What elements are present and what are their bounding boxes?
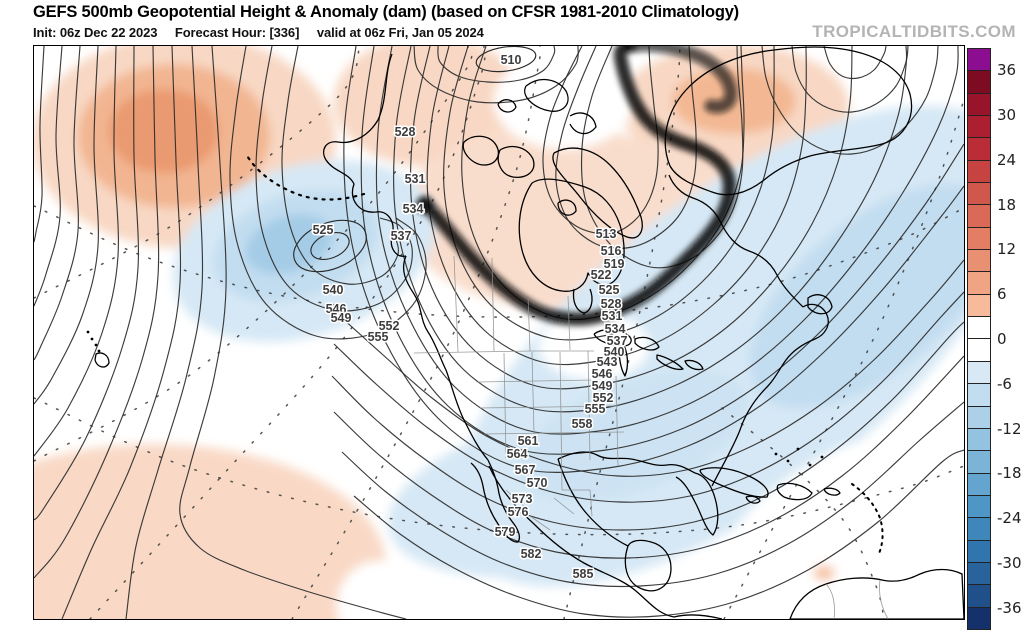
contour-label: 573 [512, 492, 533, 506]
contour-label: 537 [391, 229, 412, 243]
weather-map: 5105285315345375255405465495525555135165… [34, 46, 964, 619]
colorbar-cell [968, 93, 990, 117]
contour-label: 567 [515, 463, 536, 477]
coastlines-and-borders [86, 46, 964, 619]
contour-label: 540 [323, 283, 344, 297]
contour-label: 534 [605, 322, 626, 336]
watermark-logo: TROPICALTIDBITS.COM [812, 22, 1016, 41]
colorbar-tick: -18 [997, 464, 1022, 483]
colorbar-tick: 0 [997, 330, 1007, 348]
contour-label: 519 [604, 257, 625, 271]
contour-label: 525 [599, 283, 620, 297]
contour-label: 531 [405, 172, 426, 186]
contour-label: 552 [379, 319, 400, 333]
colorbar-cell [968, 294, 990, 318]
trough-axis-band [416, 46, 738, 327]
chart-title: GEFS 500mb Geopotential Height & Anomaly… [33, 3, 739, 21]
colorbar-tick: 24 [997, 150, 1017, 169]
colorbar-tick: 12 [997, 240, 1017, 259]
contour-label: 537 [607, 334, 628, 348]
colorbar-cell [968, 451, 990, 474]
contour-label: 540 [604, 345, 625, 359]
contour-label: 555 [585, 402, 606, 416]
colorbar-tick: 36 [997, 61, 1017, 80]
colorbar-cell [968, 317, 990, 340]
contour-label: 522 [591, 268, 612, 282]
contour-label: 555 [368, 330, 389, 344]
contour-value-labels: 5105285315345375255405465495525555135165… [311, 52, 629, 583]
colorbar-cell [968, 272, 990, 295]
height-contour-lines [34, 46, 964, 619]
colorbar-tick: -30 [997, 553, 1022, 572]
colorbar-tick: -24 [997, 509, 1022, 528]
colorbar-cell [968, 473, 990, 496]
chart-subtitle: Init: 06z Dec 22 2023 Forecast Hour: [33… [33, 25, 498, 40]
colorbar-cell [968, 540, 990, 563]
colorbar-cell [968, 361, 990, 385]
contour-label: 516 [601, 244, 622, 258]
colorbar-cell [968, 49, 990, 72]
contour-label: 546 [592, 367, 613, 381]
contour-label: 558 [572, 417, 593, 431]
colorbar-tick: 30 [997, 106, 1017, 125]
contour-label: 561 [518, 434, 539, 448]
contour-label: 570 [527, 476, 548, 490]
contour-label: 549 [331, 311, 352, 325]
colorbar-cell [968, 138, 990, 161]
contour-label: 579 [495, 525, 516, 539]
contour-label: 528 [601, 297, 622, 311]
colorbar-cell [968, 160, 990, 184]
colorbar-cell [968, 562, 990, 586]
colorbar-cell [968, 116, 990, 139]
colorbar-tick: -6 [997, 374, 1012, 393]
colorbar-cell [968, 428, 990, 452]
contour-label: 585 [573, 567, 594, 581]
colorbar-tick: -36 [997, 598, 1022, 617]
colorbar-cell [968, 250, 990, 273]
colorbar-cell [968, 406, 990, 429]
contour-label: 513 [596, 227, 617, 241]
contour-label: 543 [597, 355, 618, 369]
colorbar-cell [968, 384, 990, 407]
anomaly-colorbar [967, 48, 991, 630]
contour-label: 510 [501, 53, 522, 67]
contour-label: 564 [507, 447, 528, 461]
contour-label: 531 [602, 309, 623, 323]
valid-time: valid at 06z Fri, Jan 05 2024 [316, 25, 484, 40]
colorbar-cell [968, 339, 990, 362]
init-time: Init: 06z Dec 22 2023 [33, 25, 158, 40]
colorbar-cell [968, 607, 990, 629]
contour-label: 576 [508, 505, 529, 519]
colorbar-cell [968, 518, 990, 541]
colorbar-cell [968, 585, 990, 608]
colorbar-cell [968, 495, 990, 519]
colorbar-cell [968, 205, 990, 228]
colorbar-tick: -12 [997, 419, 1022, 438]
colorbar-cell [968, 183, 990, 206]
contour-label: 525 [313, 223, 334, 237]
forecast-hour: Forecast Hour: [336] [174, 25, 300, 40]
contour-label: 549 [592, 379, 613, 393]
contour-label: 546 [326, 302, 347, 316]
colorbar-cell [968, 227, 990, 251]
contour-label: 552 [593, 391, 614, 405]
contour-label: 582 [521, 547, 542, 561]
colorbar-tick: 18 [997, 195, 1017, 214]
colorbar-tick: 6 [997, 285, 1007, 304]
contour-label: 528 [395, 125, 416, 139]
colorbar-cell [968, 71, 990, 94]
map-panel: 510 528 531 534 537 525 540 546 549 552 555 513 516 5… [33, 45, 965, 620]
contour-label: 534 [403, 202, 424, 216]
